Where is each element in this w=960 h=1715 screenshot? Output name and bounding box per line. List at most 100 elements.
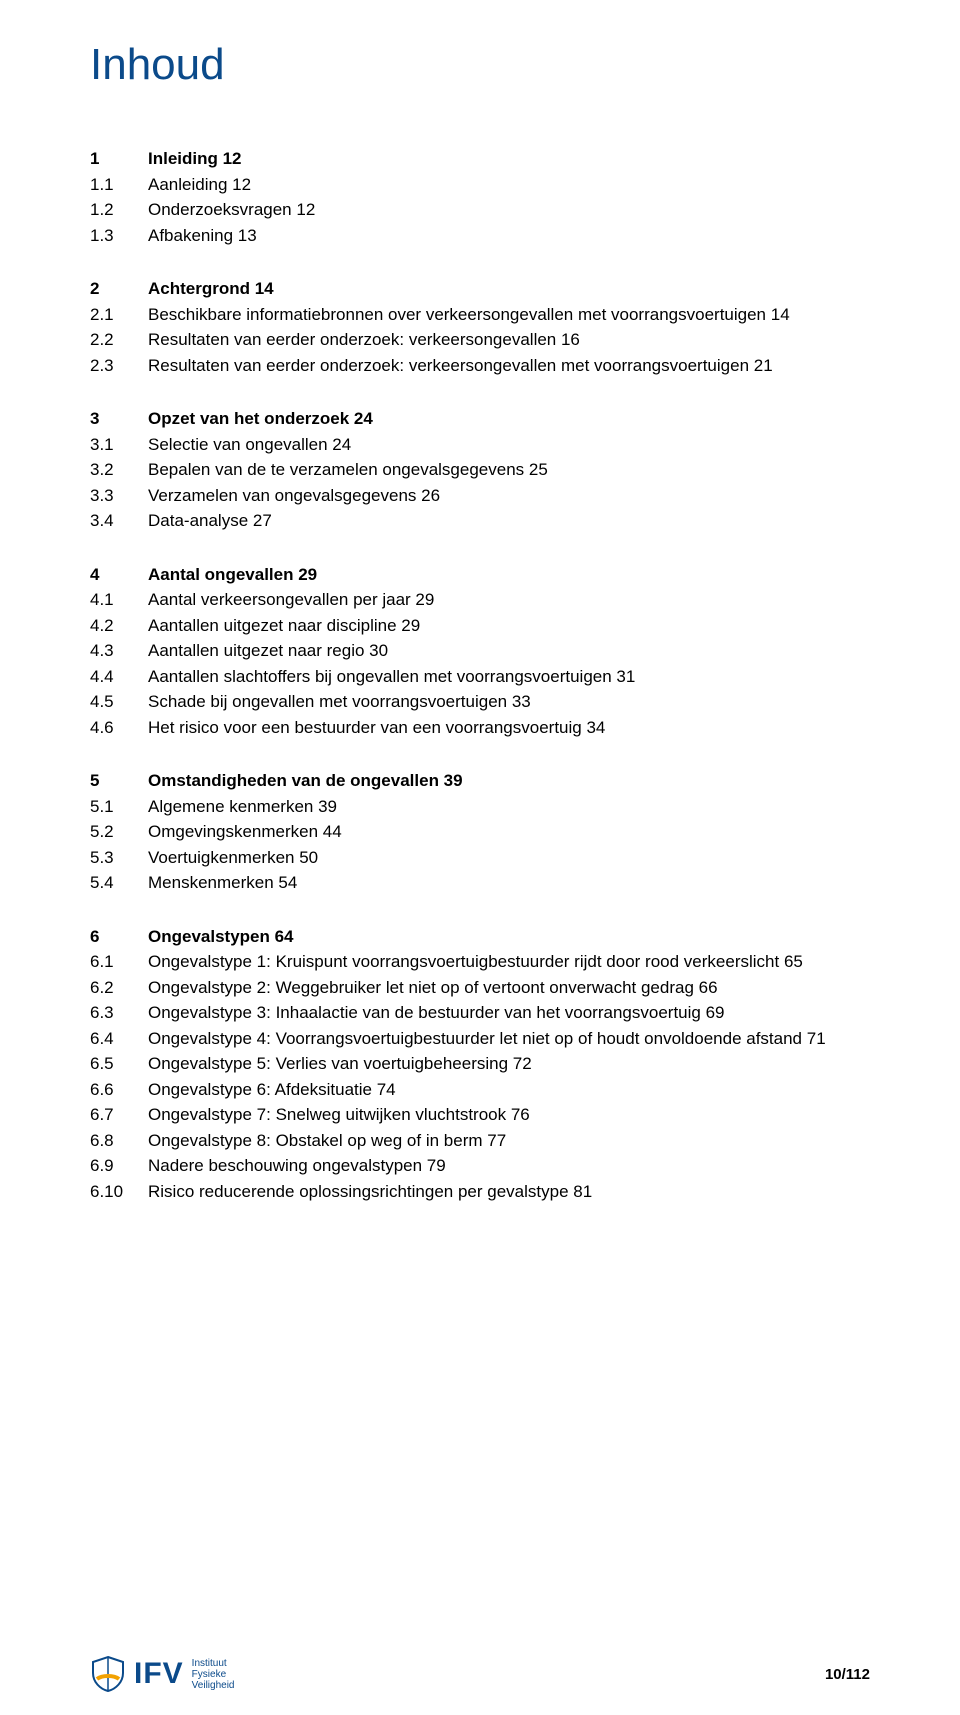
toc-text: Selectie van ongevallen 24 (148, 432, 870, 458)
toc-row: 6.1Ongevalstype 1: Kruispunt voorrangsvo… (90, 949, 870, 975)
toc-text: Ongevalstype 8: Obstakel op weg of in be… (148, 1128, 870, 1154)
toc-number: 5 (90, 768, 148, 794)
toc-number: 6.10 (90, 1179, 148, 1205)
toc-number: 5.3 (90, 845, 148, 871)
toc-row: 6.5Ongevalstype 5: Verlies van voertuigb… (90, 1051, 870, 1077)
toc-text: Nadere beschouwing ongevalstypen 79 (148, 1153, 870, 1179)
toc-text: Afbakening 13 (148, 223, 870, 249)
toc-number: 4 (90, 562, 148, 588)
toc-section: 1Inleiding 121.1Aanleiding 121.2Onderzoe… (90, 146, 870, 248)
toc-number: 6.8 (90, 1128, 148, 1154)
toc-number: 5.1 (90, 794, 148, 820)
toc-text: Ongevalstype 5: Verlies van voertuigbehe… (148, 1051, 870, 1077)
toc-number: 2.1 (90, 302, 148, 328)
toc-row: 2.3Resultaten van eerder onderzoek: verk… (90, 353, 870, 379)
toc-number: 2.3 (90, 353, 148, 379)
toc-text: Aantal ongevallen 29 (148, 562, 870, 588)
toc-row: 4.2Aantallen uitgezet naar discipline 29 (90, 613, 870, 639)
toc-row: 6.3Ongevalstype 3: Inhaalactie van de be… (90, 1000, 870, 1026)
page-title: Inhoud (90, 40, 870, 90)
toc-text: Data-analyse 27 (148, 508, 870, 534)
toc-row: 6.2Ongevalstype 2: Weggebruiker let niet… (90, 975, 870, 1001)
toc-row: 6.6Ongevalstype 6: Afdeksituatie 74 (90, 1077, 870, 1103)
toc-section: 5Omstandigheden van de ongevallen 395.1A… (90, 768, 870, 896)
toc-row: 5.3Voertuigkenmerken 50 (90, 845, 870, 871)
toc-row: 3.2Bepalen van de te verzamelen ongevals… (90, 457, 870, 483)
toc-row: 1Inleiding 12 (90, 146, 870, 172)
toc-number: 6.2 (90, 975, 148, 1001)
toc-text: Beschikbare informatiebronnen over verke… (148, 302, 870, 328)
toc-text: Opzet van het onderzoek 24 (148, 406, 870, 432)
toc-section: 2Achtergrond 142.1Beschikbare informatie… (90, 276, 870, 378)
toc-row: 6Ongevalstypen 64 (90, 924, 870, 950)
toc-text: Resultaten van eerder onderzoek: verkeer… (148, 353, 870, 379)
toc-row: 6.4Ongevalstype 4: Voorrangsvoertuigbest… (90, 1026, 870, 1052)
toc-row: 1.2Onderzoeksvragen 12 (90, 197, 870, 223)
logo-text: IFV (134, 1657, 184, 1691)
toc-number: 1 (90, 146, 148, 172)
toc-number: 4.2 (90, 613, 148, 639)
toc-section: 6Ongevalstypen 646.1Ongevalstype 1: Krui… (90, 924, 870, 1205)
toc-text: Ongevalstype 7: Snelweg uitwijken vlucht… (148, 1102, 870, 1128)
toc-row: 4.4Aantallen slachtoffers bij ongevallen… (90, 664, 870, 690)
toc-number: 4.1 (90, 587, 148, 613)
inst-line: Fysieke (192, 1669, 235, 1680)
toc-row: 6.7Ongevalstype 7: Snelweg uitwijken vlu… (90, 1102, 870, 1128)
toc-text: Onderzoeksvragen 12 (148, 197, 870, 223)
inst-line: Instituut (192, 1658, 235, 1669)
toc-text: Resultaten van eerder onderzoek: verkeer… (148, 327, 870, 353)
toc-number: 3 (90, 406, 148, 432)
toc-row: 1.3Afbakening 13 (90, 223, 870, 249)
toc-row: 4.1Aantal verkeersongevallen per jaar 29 (90, 587, 870, 613)
page-number: 10/112 (825, 1666, 870, 1683)
toc-text: Ongevalstype 1: Kruispunt voorrangsvoert… (148, 949, 870, 975)
toc-number: 5.2 (90, 819, 148, 845)
toc-text: Achtergrond 14 (148, 276, 870, 302)
toc-text: Omgevingskenmerken 44 (148, 819, 870, 845)
toc-number: 6 (90, 924, 148, 950)
toc-row: 5.4Menskenmerken 54 (90, 870, 870, 896)
toc-number: 3.4 (90, 508, 148, 534)
toc-number: 2 (90, 276, 148, 302)
toc-text: Voertuigkenmerken 50 (148, 845, 870, 871)
toc-row: 2.2Resultaten van eerder onderzoek: verk… (90, 327, 870, 353)
toc-row: 6.8Ongevalstype 8: Obstakel op weg of in… (90, 1128, 870, 1154)
toc-number: 3.2 (90, 457, 148, 483)
toc-number: 1.1 (90, 172, 148, 198)
toc-text: Schade bij ongevallen met voorrangsvoert… (148, 689, 870, 715)
toc-number: 2.2 (90, 327, 148, 353)
toc-text: Ongevalstype 6: Afdeksituatie 74 (148, 1077, 870, 1103)
toc-number: 4.4 (90, 664, 148, 690)
toc-text: Risico reducerende oplossingsrichtingen … (148, 1179, 870, 1205)
toc-text: Aantallen uitgezet naar discipline 29 (148, 613, 870, 639)
toc-row: 1.1Aanleiding 12 (90, 172, 870, 198)
toc-row: 5.1Algemene kenmerken 39 (90, 794, 870, 820)
toc-number: 3.1 (90, 432, 148, 458)
toc-text: Aantal verkeersongevallen per jaar 29 (148, 587, 870, 613)
toc-row: 4.6Het risico voor een bestuurder van ee… (90, 715, 870, 741)
logo-subtitle: Instituut Fysieke Veiligheid (192, 1658, 235, 1691)
toc-number: 6.9 (90, 1153, 148, 1179)
toc-row: 4.3Aantallen uitgezet naar regio 30 (90, 638, 870, 664)
toc-number: 6.5 (90, 1051, 148, 1077)
toc-row: 2.1Beschikbare informatiebronnen over ve… (90, 302, 870, 328)
inst-line: Veiligheid (192, 1680, 235, 1691)
table-of-contents: 1Inleiding 121.1Aanleiding 121.2Onderzoe… (90, 146, 870, 1204)
toc-number: 6.7 (90, 1102, 148, 1128)
toc-text: Ongevalstypen 64 (148, 924, 870, 950)
toc-number: 6.1 (90, 949, 148, 975)
toc-text: Omstandigheden van de ongevallen 39 (148, 768, 870, 794)
toc-row: 3.4Data-analyse 27 (90, 508, 870, 534)
toc-section: 3Opzet van het onderzoek 243.1Selectie v… (90, 406, 870, 534)
toc-row: 3.3Verzamelen van ongevalsgegevens 26 (90, 483, 870, 509)
toc-text: Menskenmerken 54 (148, 870, 870, 896)
toc-number: 4.3 (90, 638, 148, 664)
toc-number: 6.3 (90, 1000, 148, 1026)
toc-number: 6.6 (90, 1077, 148, 1103)
toc-row: 4.5Schade bij ongevallen met voorrangsvo… (90, 689, 870, 715)
toc-text: Ongevalstype 3: Inhaalactie van de bestu… (148, 1000, 870, 1026)
toc-row: 3Opzet van het onderzoek 24 (90, 406, 870, 432)
toc-number: 1.2 (90, 197, 148, 223)
toc-text: Aantallen uitgezet naar regio 30 (148, 638, 870, 664)
toc-row: 4Aantal ongevallen 29 (90, 562, 870, 588)
